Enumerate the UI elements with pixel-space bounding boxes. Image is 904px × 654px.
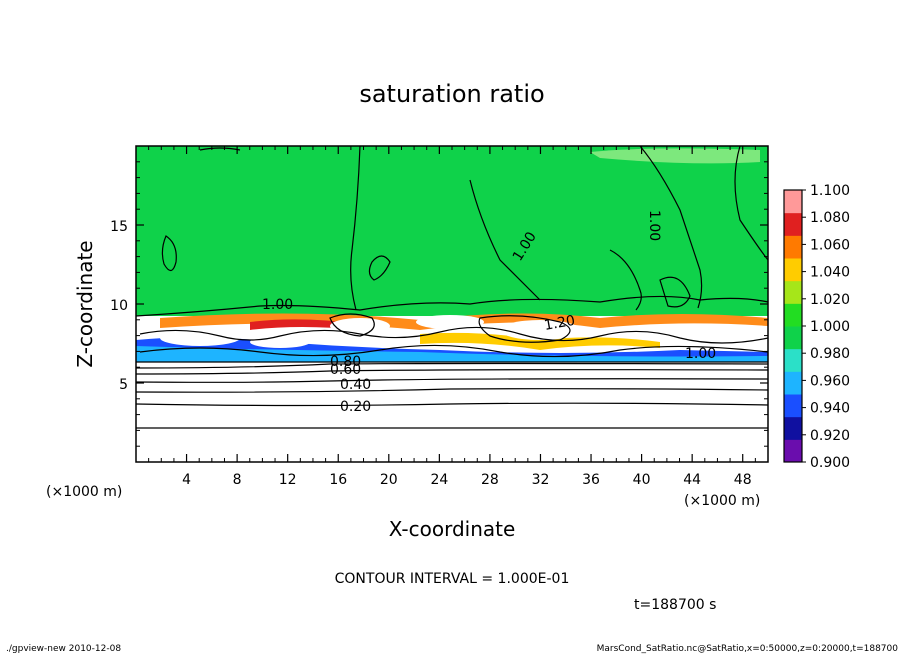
contour-label-group: 0.40	[340, 377, 371, 393]
x-axis-label: X-coordinate	[389, 517, 516, 541]
contour-label-group: 0.20	[340, 399, 371, 415]
cloud-blob	[250, 336, 310, 348]
contour-label-group: 0.60	[330, 362, 361, 378]
contour-line	[659, 276, 691, 308]
x-tick-label: 44	[683, 472, 701, 488]
colorbar-swatch	[784, 190, 802, 214]
colorbar-swatch	[784, 280, 802, 304]
contour-line	[368, 255, 391, 281]
cloud-blob	[500, 320, 580, 340]
colorbar-label: 1.000	[810, 319, 850, 335]
colorbar-swatch	[784, 371, 802, 395]
colorbar-swatch	[784, 416, 802, 440]
colorbar-label: 0.900	[810, 455, 850, 471]
contour-line	[135, 295, 769, 317]
contour-label: 1.00	[646, 210, 662, 241]
contour-label-group: 1.00	[262, 297, 293, 313]
contour-label-group: 1.00	[685, 346, 716, 362]
colorbar-swatch	[784, 303, 802, 327]
colorbar-label: 0.920	[810, 428, 850, 444]
contour-line	[135, 378, 769, 383]
x-tick-label: 4	[182, 472, 191, 488]
contour-line	[734, 145, 769, 261]
colorbar-swatch	[784, 394, 802, 418]
contour-line	[135, 369, 769, 375]
x-tick-label: 32	[532, 472, 550, 488]
contour-label: 0.80	[330, 354, 361, 370]
colorbar-label: 0.960	[810, 373, 850, 389]
x-tick-label: 48	[734, 472, 752, 488]
cloud-blob	[416, 315, 484, 329]
y-tick-label: 15	[110, 219, 128, 235]
x-tick-label: 16	[329, 472, 347, 488]
contour-label: 0.60	[330, 362, 361, 378]
footer-left: ./gpview-new 2010-12-08	[6, 644, 121, 654]
contour-label: 0.40	[340, 377, 371, 393]
contour-line	[478, 315, 571, 343]
contour-label-group: 1.00	[646, 210, 662, 241]
contour-label: 0.20	[340, 399, 371, 415]
colorbar: 0.900 0.920 0.940 0.960 0.980 1.000 1.020 1.040…	[783, 183, 850, 471]
x-tick-label: 28	[481, 472, 499, 488]
colorbar-label: 1.020	[810, 292, 850, 308]
chart-title: saturation ratio	[359, 80, 544, 108]
x-tick-label: 36	[582, 472, 600, 488]
time-text: t=188700 s	[634, 597, 716, 613]
y-tick-label: 5	[119, 377, 128, 393]
field-top-patch	[590, 148, 760, 164]
x-tick-label: 12	[279, 472, 297, 488]
contour-lines	[135, 145, 769, 429]
cloud-blob	[656, 327, 744, 345]
cloud-blob	[330, 318, 390, 334]
field-yellow-fringe	[420, 332, 660, 350]
y-tick-label: 10	[110, 298, 128, 314]
colorbar-label: 1.080	[810, 210, 850, 226]
contour-line	[469, 179, 541, 301]
contour-line	[161, 235, 177, 272]
contour-label-group: 0.80	[330, 354, 361, 370]
x-tick-label: 8	[233, 472, 242, 488]
colorbar-swatch	[784, 258, 802, 282]
contour-label-group: 1.20	[543, 313, 576, 334]
colorbar-swatch	[784, 212, 802, 236]
contour-line	[139, 326, 769, 344]
contour-line	[609, 249, 642, 311]
contour-label: 1.00	[262, 297, 293, 313]
colorbar-label: 0.940	[810, 401, 850, 417]
colorbar-label: 1.040	[810, 265, 850, 281]
x-axis-ticks: 4 8 12 16 20 24 28 32 36 40 44 48	[148, 146, 756, 488]
x-unit-left: (×1000 m)	[46, 484, 122, 500]
footer-right: MarsCond_SatRatio.nc@SatRatio,x=0:50000,…	[597, 644, 899, 654]
contour-line	[329, 313, 375, 337]
colorbar-label: 0.980	[810, 346, 850, 362]
contour-line	[350, 145, 361, 311]
x-unit-right: (×1000 m)	[684, 493, 760, 509]
x-tick-label: 24	[430, 472, 448, 488]
colorbar-swatch	[784, 326, 802, 350]
contour-line	[135, 402, 769, 407]
colorbar-swatch	[784, 439, 802, 463]
field-supersat-region	[136, 146, 768, 316]
y-axis-label: Z-coordinate	[73, 240, 97, 367]
cloud-blob	[160, 330, 240, 346]
heatmap-field	[136, 146, 768, 462]
contour-line	[135, 362, 769, 369]
colorbar-swatch	[784, 235, 802, 259]
field-cyan-band	[136, 346, 768, 362]
contour-line	[139, 344, 769, 358]
contour-label: 1.20	[543, 313, 576, 334]
y-axis-ticks: 5 10 15	[110, 161, 768, 447]
colorbar-label: 1.100	[810, 183, 850, 199]
x-tick-label: 20	[380, 472, 398, 488]
colorbar-swatch	[784, 348, 802, 372]
x-tick-label: 40	[633, 472, 651, 488]
contour-label: 1.00	[685, 346, 716, 362]
contour-line	[639, 145, 703, 309]
contour-line	[135, 388, 769, 393]
colorbar-label: 1.060	[810, 237, 850, 253]
contour-interval-text: CONTOUR INTERVAL = 1.000E-01	[335, 571, 570, 587]
